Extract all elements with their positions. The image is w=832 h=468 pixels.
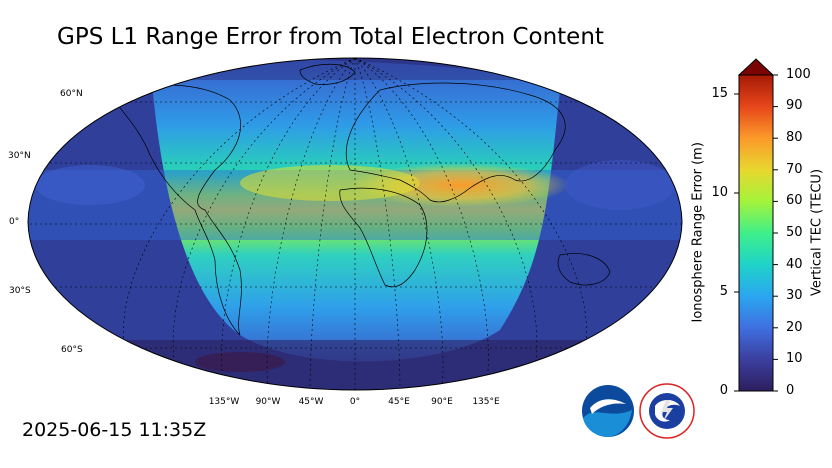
- lat-label-30s: 30°S: [9, 286, 31, 296]
- noaa-logo: [582, 385, 634, 437]
- colorbar: [734, 58, 778, 392]
- chart-title: GPS L1 Range Error from Total Electron C…: [57, 24, 604, 50]
- lat-label-30n: 30°N: [8, 151, 31, 161]
- range-error-tick-15: 15: [711, 86, 728, 101]
- timestamp: 2025-06-15 11:35Z: [22, 419, 207, 441]
- lat-label-equator: 0°: [9, 217, 20, 227]
- lon-label-0: 0°: [349, 397, 361, 407]
- lon-label-45e: 45°E: [388, 397, 410, 407]
- lon-label-135w: 135°W: [208, 397, 240, 407]
- range-error-tick-0: 0: [719, 383, 728, 398]
- lat-label-60s: 60°S: [61, 345, 83, 355]
- tec-tick-40: 40: [786, 257, 803, 272]
- tec-tick-60: 60: [786, 193, 803, 208]
- tec-tick-90: 90: [786, 98, 803, 113]
- lon-label-90w: 90°W: [255, 397, 281, 407]
- tec-field: [28, 58, 682, 390]
- tec-tick-20: 20: [786, 320, 803, 335]
- range-error-tick-5: 5: [719, 284, 728, 299]
- nws-logo: [639, 383, 695, 439]
- lat-label-60n: 60°N: [60, 89, 83, 99]
- range-error-axis-label: Ionosphere Range Error (m): [690, 142, 706, 323]
- tec-tick-30: 30: [786, 288, 803, 303]
- tec-axis-label: Vertical TEC (TECU): [809, 168, 825, 297]
- lon-label-135e: 135°E: [472, 397, 500, 407]
- lon-label-45w: 45°W: [298, 397, 324, 407]
- tec-tick-0: 0: [786, 383, 795, 398]
- tec-tick-100: 100: [786, 67, 811, 82]
- map-border: [27, 57, 683, 391]
- graticule: [28, 58, 682, 390]
- tec-tick-50: 50: [786, 225, 803, 240]
- tec-tick-10: 10: [786, 351, 803, 366]
- tec-tick-70: 70: [786, 162, 803, 177]
- range-error-tick-10: 10: [711, 185, 728, 200]
- tec-tick-80: 80: [786, 130, 803, 145]
- lon-label-90e: 90°E: [431, 397, 453, 407]
